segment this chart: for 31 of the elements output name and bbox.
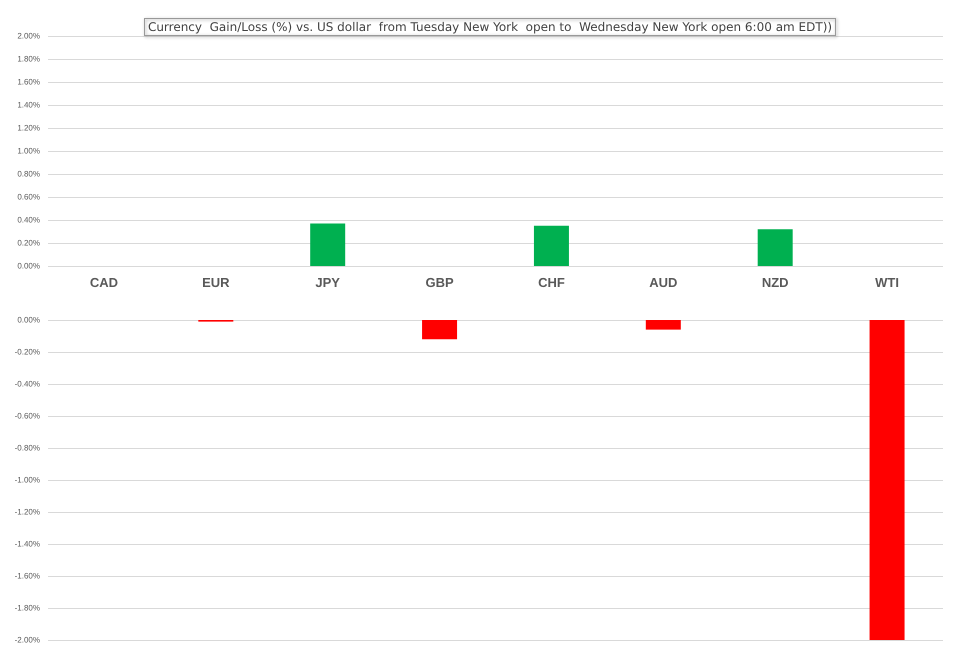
y-tick-label: -0.80%	[14, 444, 40, 452]
x-tick-label: CHF	[538, 275, 565, 290]
y-tick-label: 0.60%	[17, 192, 40, 202]
y-tick-label: 0.40%	[17, 216, 40, 224]
y-tick-label: 1.00%	[17, 146, 40, 156]
y-tick-label: -1.20%	[14, 508, 40, 516]
x-tick-label: JPY	[315, 275, 340, 290]
y-tick-label: 0.00%	[17, 316, 40, 324]
x-tick-label: NZD	[762, 275, 789, 290]
x-tick-label: EUR	[202, 275, 230, 290]
y-tick-label: -1.80%	[14, 604, 40, 612]
y-tick-label: -0.60%	[14, 412, 40, 420]
y-tick-label: 1.60%	[17, 78, 40, 86]
x-tick-label: WTI	[875, 275, 899, 290]
y-tick-label: 1.20%	[17, 124, 40, 132]
x-tick-label: GBP	[425, 275, 454, 290]
y-tick-label: -0.40%	[14, 380, 40, 388]
y-tick-label: 1.80%	[17, 54, 40, 64]
y-tick-label: -1.60%	[14, 572, 40, 580]
y-tick-label: 0.00%	[17, 262, 40, 270]
x-tick-label: CAD	[90, 275, 118, 290]
y-tick-label: -0.20%	[14, 348, 40, 356]
chart-title: Currency Gain/Loss (%) vs. US dollar from Tuesday New York open to Wednesday New York open 6:00 am EDT))	[148, 20, 832, 34]
y-tick-label: -2.00%	[14, 636, 40, 644]
y-tick-label: 1.40%	[17, 100, 40, 110]
y-tick-label: 0.80%	[17, 170, 40, 178]
x-tick-label: AUD	[649, 275, 678, 290]
y-tick-label: 0.20%	[17, 238, 40, 248]
y-tick-label: 2.00%	[17, 32, 40, 40]
y-tick-label: -1.00%	[14, 476, 40, 484]
y-tick-label: -1.40%	[14, 540, 40, 548]
